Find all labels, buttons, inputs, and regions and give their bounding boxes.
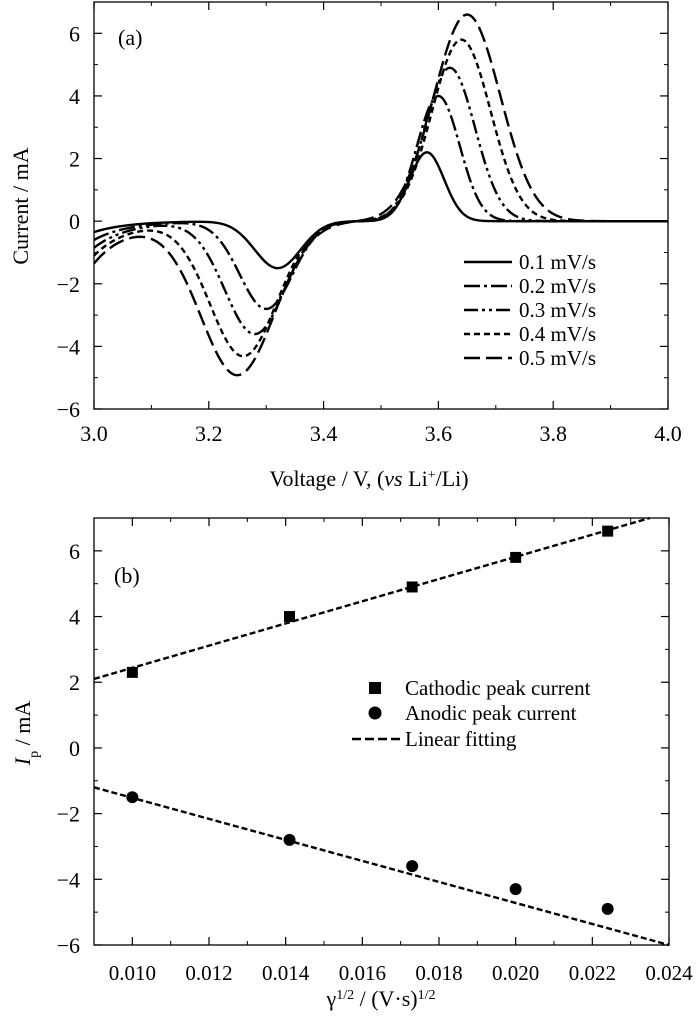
x-tick-label-a: 3.0 (80, 421, 108, 446)
x-tick-label-b: 0.012 (185, 961, 232, 985)
y-tick-label-b: −6 (57, 933, 80, 958)
x-tick-label-b: 0.016 (339, 961, 386, 985)
x-tick-label-b: 0.020 (492, 961, 539, 985)
x-axis-label-a: Voltage / V, (vs Li+/Li) (269, 466, 468, 491)
x-tick-label-b: 0.024 (645, 961, 693, 985)
x-tick-label-b: 0.010 (109, 961, 156, 985)
y-tick-label-b: 2 (69, 670, 80, 695)
anodic-point (126, 791, 139, 804)
cathodic-point (126, 666, 138, 678)
legend-label-a: 0.1 mV/s (519, 250, 596, 274)
y-axis-label-a: Current / mA (8, 147, 33, 264)
x-tick-label-a: 3.6 (425, 421, 453, 446)
cathodic-point (284, 611, 295, 623)
legend-label-b: Linear fitting (405, 727, 517, 751)
anodic-point (509, 883, 522, 896)
legend-label-b: Anodic peak current (405, 701, 577, 725)
panel-label-a: (a) (118, 25, 142, 50)
cathodic-point (510, 551, 522, 563)
axis-ticks-b: 0.010 0.012 0.014 0.016 0.018 0.020 0.022 0.024… (57, 518, 693, 985)
y-tick-label-b: 4 (69, 605, 80, 630)
legend-marker-square (369, 682, 381, 694)
cv-curve-4 (93, 38, 668, 358)
cv-curves (93, 13, 668, 377)
cathodic-point (602, 525, 614, 537)
x-tick-label-b: 0.018 (415, 961, 462, 985)
panel-label-b: (b) (114, 563, 140, 588)
anodic-point (283, 833, 296, 846)
linear-fit-line-1 (93, 516, 651, 681)
linear-fit-lines (93, 516, 670, 947)
y-tick-label-b: −4 (57, 867, 80, 892)
y-axis-label-b: Ip / mA (10, 701, 42, 767)
y-tick-label-a: −2 (57, 272, 80, 297)
anodic-point (601, 902, 614, 915)
cathodic-point (406, 581, 418, 593)
cv-curve-5 (93, 13, 668, 377)
y-tick-label-a: 0 (69, 209, 80, 234)
legend-label-a: 0.2 mV/s (519, 274, 596, 298)
x-tick-label-b: 0.022 (569, 961, 616, 985)
x-axis-label-b: γ1/2 / (V·s)1/2 (325, 986, 435, 1011)
x-tick-label-a: 3.2 (195, 421, 223, 446)
y-tick-label-b: −2 (57, 802, 80, 827)
linear-fit-line-2 (93, 786, 670, 947)
legend-a: 0.1 mV/s0.2 mV/s0.3 mV/s0.4 mV/s0.5 mV/s (464, 250, 596, 370)
y-tick-label-a: −4 (57, 334, 80, 359)
legend-marker-circle (368, 706, 382, 720)
y-tick-label-b: 6 (69, 539, 80, 564)
y-tick-label-a: 2 (69, 147, 80, 172)
y-tick-label-b: 0 (69, 736, 80, 761)
chart-panel-a: 3.0 3.2 3.4 3.6 3.8 4.0 −6 −4 −2 0 2 4 6 (a) Current… (8, 1, 682, 491)
y-tick-label-a: 4 (69, 84, 80, 109)
anodic-point (406, 860, 419, 873)
chart-panel-b: 0.010 0.012 0.014 0.016 0.018 0.020 0.022 0.024… (10, 516, 693, 1011)
peak-current-points (126, 525, 614, 915)
x-tick-label-a: 4.0 (654, 421, 682, 446)
legend-label-a: 0.5 mV/s (519, 346, 596, 370)
legend-label-b: Cathodic peak current (405, 676, 591, 700)
legend-label-a: 0.4 mV/s (519, 322, 596, 346)
y-tick-label-a: −6 (57, 397, 80, 422)
x-tick-label-a: 3.8 (539, 421, 567, 446)
y-tick-label-a: 6 (69, 21, 80, 46)
legend-label-a: 0.3 mV/s (519, 298, 596, 322)
x-tick-label-a: 3.4 (310, 421, 338, 446)
plot-frame-b (93, 517, 670, 946)
axis-ticks-a: 3.0 3.2 3.4 3.6 3.8 4.0 −6 −4 −2 0 2 4 6 (57, 2, 682, 446)
x-tick-label-b: 0.014 (262, 961, 310, 985)
